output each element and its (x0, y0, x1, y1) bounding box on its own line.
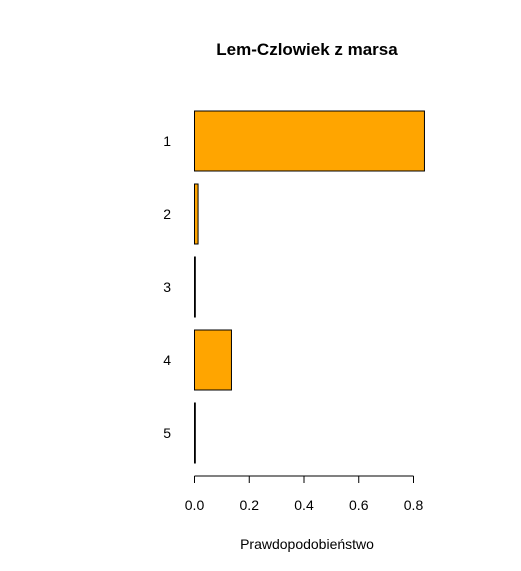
bar-1 (194, 110, 425, 172)
x-tick-label: 0.6 (349, 497, 369, 513)
x-tick-label: 0.8 (404, 497, 424, 513)
x-axis: 0.0 0.2 0.4 0.6 0.8 (185, 475, 424, 513)
x-tick-label: 0.0 (185, 497, 205, 513)
y-tick-label-2: 2 (163, 206, 171, 222)
y-tick-label-4: 4 (163, 352, 171, 368)
bar-4 (194, 329, 232, 391)
chart-title: Lem-Czlowiek z marsa (216, 40, 398, 59)
y-tick-label-5: 5 (163, 425, 171, 441)
x-axis-title: Prawdopodobieństwo (240, 536, 374, 552)
x-tick-label: 0.4 (294, 497, 314, 513)
y-tick-label-3: 3 (163, 279, 171, 295)
y-tick-label-1: 1 (163, 133, 171, 149)
bar-2 (194, 183, 199, 245)
bar-5 (194, 402, 196, 464)
bar-3 (194, 256, 196, 318)
y-tick-labels: 1 2 3 4 5 (163, 133, 171, 441)
bars-group (194, 110, 425, 464)
x-tick-label: 0.2 (240, 497, 260, 513)
